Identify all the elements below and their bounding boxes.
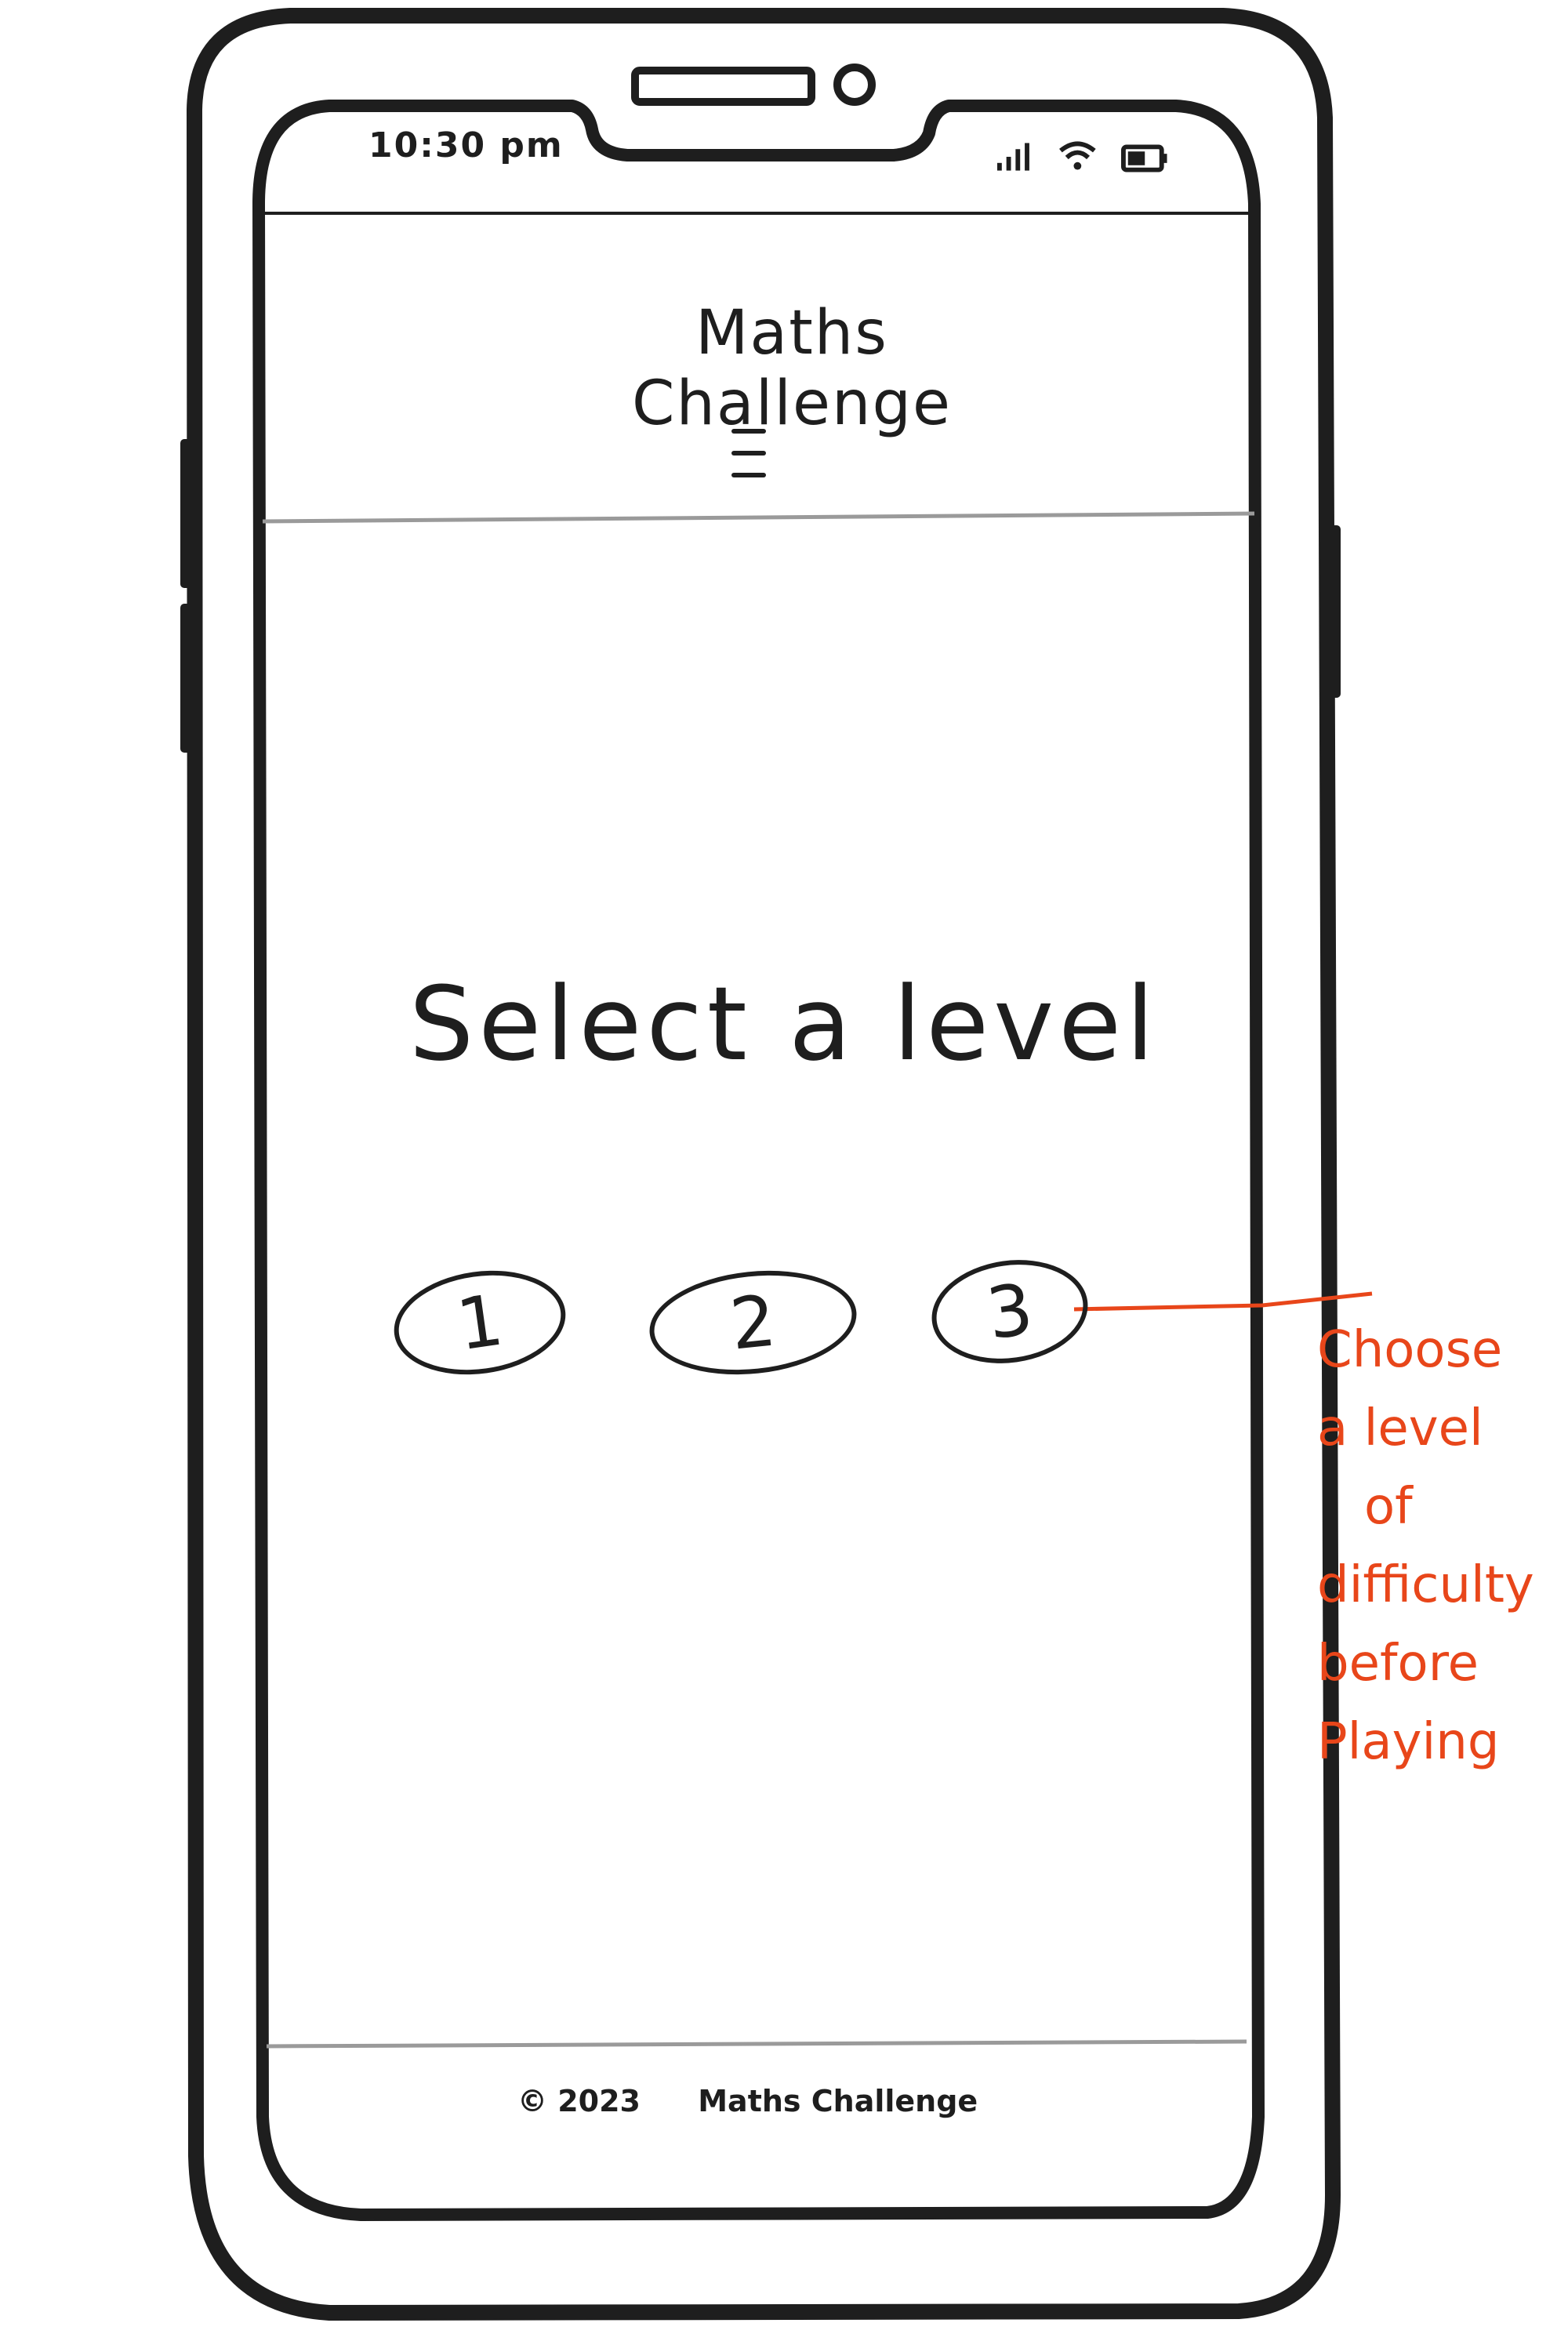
battery-icon	[1120, 144, 1167, 172]
status-icons	[996, 133, 1168, 172]
select-level-prompt: Select a level	[408, 964, 1160, 1083]
annotation-line: of	[1364, 1478, 1413, 1536]
signal-icon	[996, 143, 1029, 171]
status-time: 10:30 pm	[368, 125, 564, 165]
volume-up-button	[180, 439, 198, 588]
footer-divider	[266, 2039, 1247, 2049]
header-divider	[262, 511, 1255, 524]
footer-app-name: Maths Challenge	[698, 2084, 978, 2118]
speaker-grille	[631, 67, 815, 106]
annotation-line: before	[1317, 1635, 1479, 1693]
footer: © 2023 Maths Challenge	[517, 2084, 1145, 2118]
annotation-connector	[1073, 1291, 1373, 1312]
app-title: Maths Challenge	[632, 298, 952, 439]
annotation-line: Playing	[1317, 1713, 1500, 1771]
front-camera	[833, 64, 876, 106]
annotation-line: Choose	[1317, 1321, 1503, 1379]
footer-copyright: © 2023	[517, 2084, 641, 2118]
volume-down-button	[180, 604, 198, 753]
annotation-note: Choose a level of difficulty before Play…	[1317, 1325, 1552, 1795]
wifi-icon	[1058, 141, 1096, 170]
annotation-line: difficulty	[1317, 1556, 1534, 1614]
hamburger-menu-icon[interactable]	[729, 423, 768, 486]
power-button	[1323, 525, 1341, 698]
annotation-line: a level	[1317, 1399, 1483, 1457]
